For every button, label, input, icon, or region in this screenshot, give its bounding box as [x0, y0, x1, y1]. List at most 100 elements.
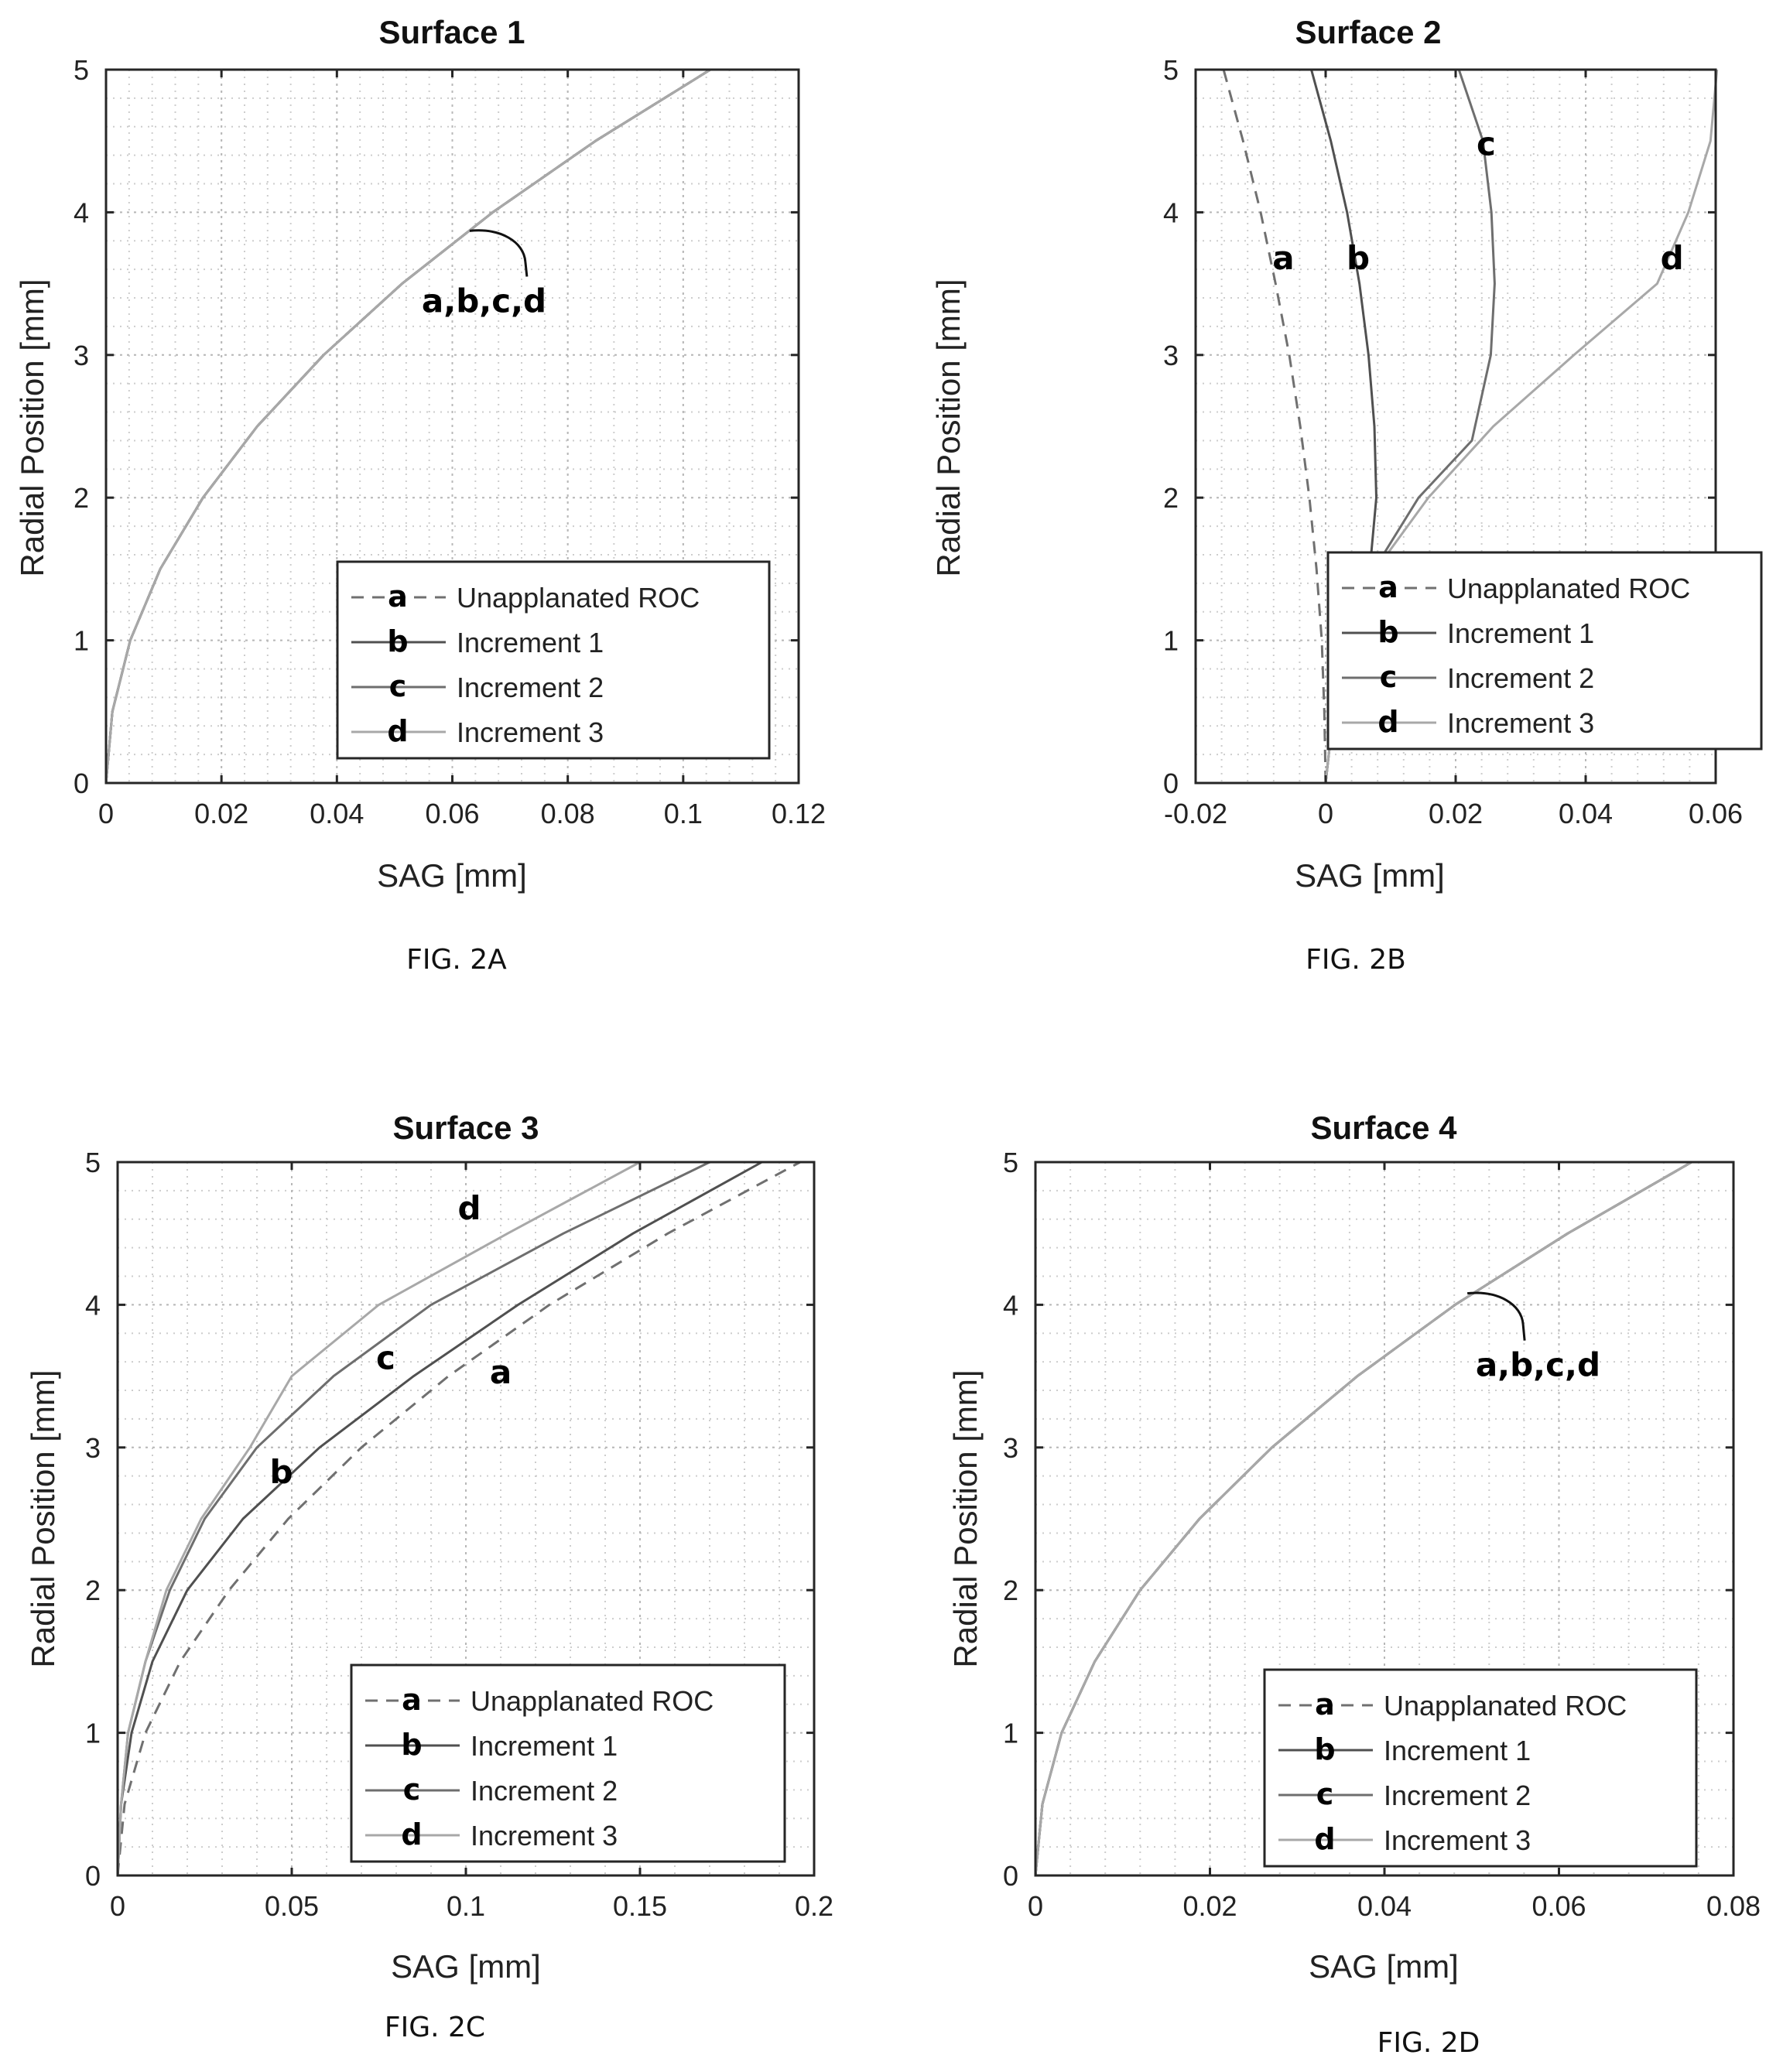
x-axis-label: SAG [mm] [1309, 1948, 1459, 1985]
chart-title: Surface 1 [378, 14, 525, 50]
x-tick-label: 0.02 [1182, 1890, 1237, 1922]
legend-letter: b [387, 624, 408, 658]
legend-letter: a [388, 580, 408, 614]
y-tick-label: 0 [1003, 1860, 1018, 1892]
y-tick-label: 0 [85, 1860, 101, 1892]
y-tick-label: 4 [74, 197, 89, 228]
x-tick-label: -0.02 [1164, 798, 1227, 829]
chart-panel-surface-1: Surface 1 0 0.02 0.04 0.06 0.08 0.1 0.12 0 1 2 3 4 5… [14, 14, 826, 976]
y-tick-label: 3 [1163, 340, 1179, 371]
x-tick-label: 0.12 [772, 798, 826, 829]
legend-letter: c [1380, 660, 1398, 694]
x-axis-label: SAG [mm] [377, 857, 527, 894]
series-label-d: d [457, 1189, 481, 1227]
x-tick-label: 0.2 [795, 1890, 833, 1922]
series-label-d: d [1661, 239, 1684, 277]
legend: a Unapplanated ROC b Increment 1 c Increment … [1326, 551, 1763, 751]
y-tick-label: 3 [74, 340, 89, 371]
y-axis-label: Radial Position [mm] [14, 279, 50, 576]
x-tick-label: 0.05 [265, 1890, 319, 1922]
x-axis-label: SAG [mm] [1295, 857, 1445, 894]
x-tick-label: 0.02 [1429, 798, 1483, 829]
x-tick-label: 0.15 [613, 1890, 667, 1922]
legend-letter: d [401, 1817, 422, 1851]
y-tick-label: 1 [1163, 625, 1179, 657]
legend-entry-label: Increment 2 [1384, 1780, 1531, 1811]
x-tick-label: 0.04 [1357, 1890, 1412, 1922]
legend-entry-label: Increment 2 [1447, 662, 1594, 694]
series-label-c: c [376, 1339, 395, 1376]
legend-letter: b [1314, 1732, 1335, 1766]
legend-letter: c [1316, 1777, 1334, 1811]
series-line-a [1222, 69, 1327, 784]
y-tick-label: 5 [74, 54, 89, 86]
legend-entry-label: Increment 3 [457, 716, 604, 748]
series-line-d [104, 68, 711, 784]
chart-title: Surface 3 [392, 1110, 539, 1146]
y-axis-label: Radial Position [mm] [930, 279, 967, 576]
legend-entry-label: Increment 1 [457, 627, 604, 658]
legend-entry-label: Increment 1 [471, 1730, 618, 1762]
legend-entry-label: Increment 2 [457, 672, 604, 703]
grid [105, 69, 799, 784]
annotation-label: a,b,c,d [1476, 1346, 1600, 1384]
legend-entry-label: Increment 2 [471, 1775, 618, 1807]
x-tick-label: 0.04 [310, 798, 364, 829]
y-tick-label: 4 [1163, 197, 1179, 228]
x-tick-label: 0.06 [425, 798, 479, 829]
legend-entry-label: Increment 3 [1447, 707, 1594, 739]
series-label-a: a [490, 1353, 512, 1391]
y-tick-label: 1 [85, 1718, 101, 1749]
x-axis-label: SAG [mm] [391, 1948, 541, 1985]
legend-letter: c [389, 669, 407, 703]
series-label-b: b [269, 1453, 293, 1491]
series-line-d [1034, 1161, 1692, 1876]
legend-letter: d [1314, 1822, 1335, 1856]
chart-title: Surface 4 [1310, 1110, 1457, 1146]
x-tick-label: 0 [1028, 1890, 1043, 1922]
y-tick-label: 2 [1163, 482, 1179, 514]
y-tick-label: 4 [85, 1289, 101, 1321]
legend-entry-label: Increment 1 [1447, 617, 1594, 649]
x-tick-label: 0 [110, 1890, 125, 1922]
y-tick-label: 2 [74, 482, 89, 514]
legend-box [336, 560, 771, 760]
y-tick-label: 0 [74, 768, 89, 799]
y-tick-label: 5 [85, 1147, 101, 1178]
y-tick-label: 4 [1003, 1289, 1018, 1321]
series-line-b [116, 1161, 763, 1876]
x-tick-label: 0.1 [664, 798, 703, 829]
x-tick-label: 0 [98, 798, 114, 829]
x-tick-label: 0.02 [194, 798, 248, 829]
figure-caption: FIG. 2B [1306, 944, 1406, 976]
x-tick-label: 0.04 [1559, 798, 1613, 829]
y-tick-label: 3 [1003, 1432, 1018, 1464]
legend-letter: d [1377, 705, 1398, 739]
x-tick-label: 0.1 [447, 1890, 485, 1922]
series-group [104, 68, 711, 784]
legend-entry-label: Unapplanated ROC [471, 1685, 714, 1717]
series-group [1034, 1161, 1692, 1876]
x-tick-label: 0 [1318, 798, 1333, 829]
y-tick-label: 1 [1003, 1718, 1018, 1749]
legend-entry-label: Increment 3 [471, 1820, 618, 1851]
legend-box [350, 1663, 786, 1863]
legend-entry-label: Unapplanated ROC [1447, 573, 1690, 604]
legend-letter: d [387, 714, 408, 748]
figure-caption: FIG. 2D [1377, 2027, 1480, 2059]
y-tick-label: 5 [1003, 1147, 1018, 1178]
legend-letter: a [402, 1683, 422, 1717]
y-axis-label: Radial Position [mm] [25, 1369, 61, 1667]
series-label-c: c [1477, 125, 1496, 163]
legend-entry-label: Increment 1 [1384, 1735, 1531, 1766]
y-tick-label: 5 [1163, 54, 1179, 86]
y-axis-label: Radial Position [mm] [947, 1369, 984, 1667]
legend-letter: b [1377, 615, 1398, 649]
y-tick-label: 2 [85, 1575, 101, 1606]
y-tick-label: 2 [1003, 1575, 1018, 1606]
y-tick-label: 3 [85, 1432, 101, 1464]
legend-letter: b [401, 1728, 422, 1762]
annotation-leader [469, 229, 529, 277]
